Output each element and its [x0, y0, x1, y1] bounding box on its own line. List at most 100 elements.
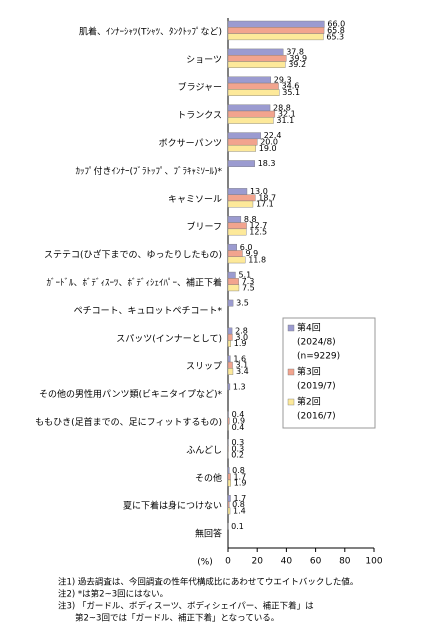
bar: [227, 89, 280, 96]
value-label: 11.8: [248, 255, 266, 264]
note: 注3) 「ガードル、ボディスーツ、ボディシェイパー、補正下着」は: [58, 601, 314, 612]
bar: [227, 27, 325, 34]
bar: [227, 82, 279, 90]
bar: [227, 250, 243, 257]
value-label: 31.1: [276, 116, 294, 125]
value-label: 65.3: [326, 32, 344, 41]
value-label: 5.1: [238, 271, 251, 280]
legend-label: 第3回: [297, 366, 321, 378]
category-label: ふんどし: [186, 445, 222, 456]
value-label: 34.6: [282, 82, 300, 91]
value-label: 13.0: [250, 187, 268, 196]
category-label: ももひき(足首までの、足にフィットするもの): [35, 416, 222, 428]
x-tick-label: 60: [310, 557, 322, 567]
value-label: 1.3: [233, 382, 246, 391]
bar: [227, 368, 234, 375]
bar: [227, 144, 256, 152]
value-label: 3.0: [235, 333, 248, 342]
category-label: ショーツ: [186, 55, 222, 65]
legend-label: 第4回: [297, 322, 321, 334]
bar: [227, 54, 287, 62]
bar: [227, 423, 229, 431]
value-label: 7.5: [242, 283, 255, 292]
value-label: 6.0: [240, 243, 253, 252]
x-tick-label: 20: [251, 557, 263, 567]
legend-box: [282, 317, 376, 429]
category-label: ペチコート、キュロットペチコート*: [74, 305, 223, 316]
value-label: 66.0: [327, 20, 345, 29]
bar: [227, 160, 255, 167]
category-label: ボクサーパンツ: [159, 138, 222, 149]
value-label: 39.2: [288, 60, 306, 69]
bar: [227, 473, 231, 481]
value-label: 0.2: [231, 451, 244, 460]
bar: [227, 110, 276, 118]
bar: [227, 256, 246, 264]
value-label: 35.1: [282, 88, 300, 97]
category-label: 夏に下着は身につけない: [123, 500, 222, 512]
bar: [227, 507, 231, 515]
category-label: トランクス: [177, 110, 222, 121]
value-label: 3.5: [236, 299, 249, 308]
category-label: スパッツ(インナーとして): [116, 333, 222, 344]
value-label: 1.9: [234, 339, 247, 348]
value-label: 7.3: [242, 277, 255, 286]
category-label: その他: [195, 472, 222, 484]
bar: [227, 495, 231, 502]
bar: [227, 340, 231, 347]
bar: [227, 411, 229, 419]
value-label: 28.8: [273, 103, 291, 112]
bar: [227, 243, 237, 251]
category-label: ステテコ(ひざ下までの、ゆったりしたもの): [44, 249, 222, 261]
bar: [227, 200, 254, 208]
bar: [227, 284, 240, 292]
bar: [227, 417, 230, 425]
bar: [227, 467, 230, 474]
value-label: 3.4: [236, 367, 249, 376]
category-label: キャミソール: [168, 195, 222, 205]
bar: [227, 355, 231, 363]
value-label: 0.8: [232, 500, 245, 509]
bar: [227, 117, 274, 124]
value-label: 0.1: [231, 522, 244, 531]
value-label: 12.5: [249, 228, 267, 237]
legend-detail: (2016/7): [297, 412, 336, 422]
x-axis-label: (%): [197, 558, 213, 568]
bar: [227, 48, 284, 56]
value-label: 1.7: [233, 472, 246, 481]
category-label: スリップ: [186, 361, 222, 372]
bar: [227, 20, 325, 28]
x-tick-label: 40: [281, 557, 293, 567]
value-label: 0.3: [231, 438, 244, 447]
value-label: 18.7: [258, 193, 276, 202]
value-label: 0.4: [232, 410, 245, 419]
note: 注1) 過去調査は、今回調査の性年代構成比にあわせてウエイトバックした値。: [58, 577, 358, 588]
x-tick-label: 80: [339, 557, 351, 567]
value-label: 17.1: [256, 200, 274, 209]
bar: [227, 33, 324, 41]
bar: [227, 138, 258, 146]
category-label: 無回答: [195, 528, 222, 540]
value-label: 0.4: [232, 423, 245, 432]
legend-detail: (2019/7): [297, 382, 336, 392]
value-label: 1.9: [234, 479, 247, 488]
bar: [227, 104, 271, 112]
value-label: 1.7: [233, 494, 246, 503]
value-label: 22.4: [264, 131, 282, 140]
category-label: ブラジャー: [178, 81, 222, 93]
bar: [227, 327, 233, 335]
bar: [227, 76, 271, 84]
value-label: 3.1: [236, 361, 249, 370]
category-label: その他の男性用パンツ類(ビキニタイプなど)*: [39, 388, 222, 400]
legend-detail: (2024/8): [297, 338, 336, 348]
legend-swatch: [287, 398, 295, 406]
bar: [227, 61, 286, 68]
bar: [227, 333, 233, 341]
value-label: 20.0: [260, 138, 278, 147]
x-tick-label: 100: [365, 557, 382, 567]
category-label: ｶｯﾌﾟ付きｲﾝﾅｰ(ﾌﾞﾗﾄｯﾌﾟ、ﾌﾞﾗｷｬﾐｿｰﾙ)*: [75, 166, 222, 177]
value-label: 9.9: [245, 249, 258, 258]
value-label: 29.3: [274, 75, 292, 84]
